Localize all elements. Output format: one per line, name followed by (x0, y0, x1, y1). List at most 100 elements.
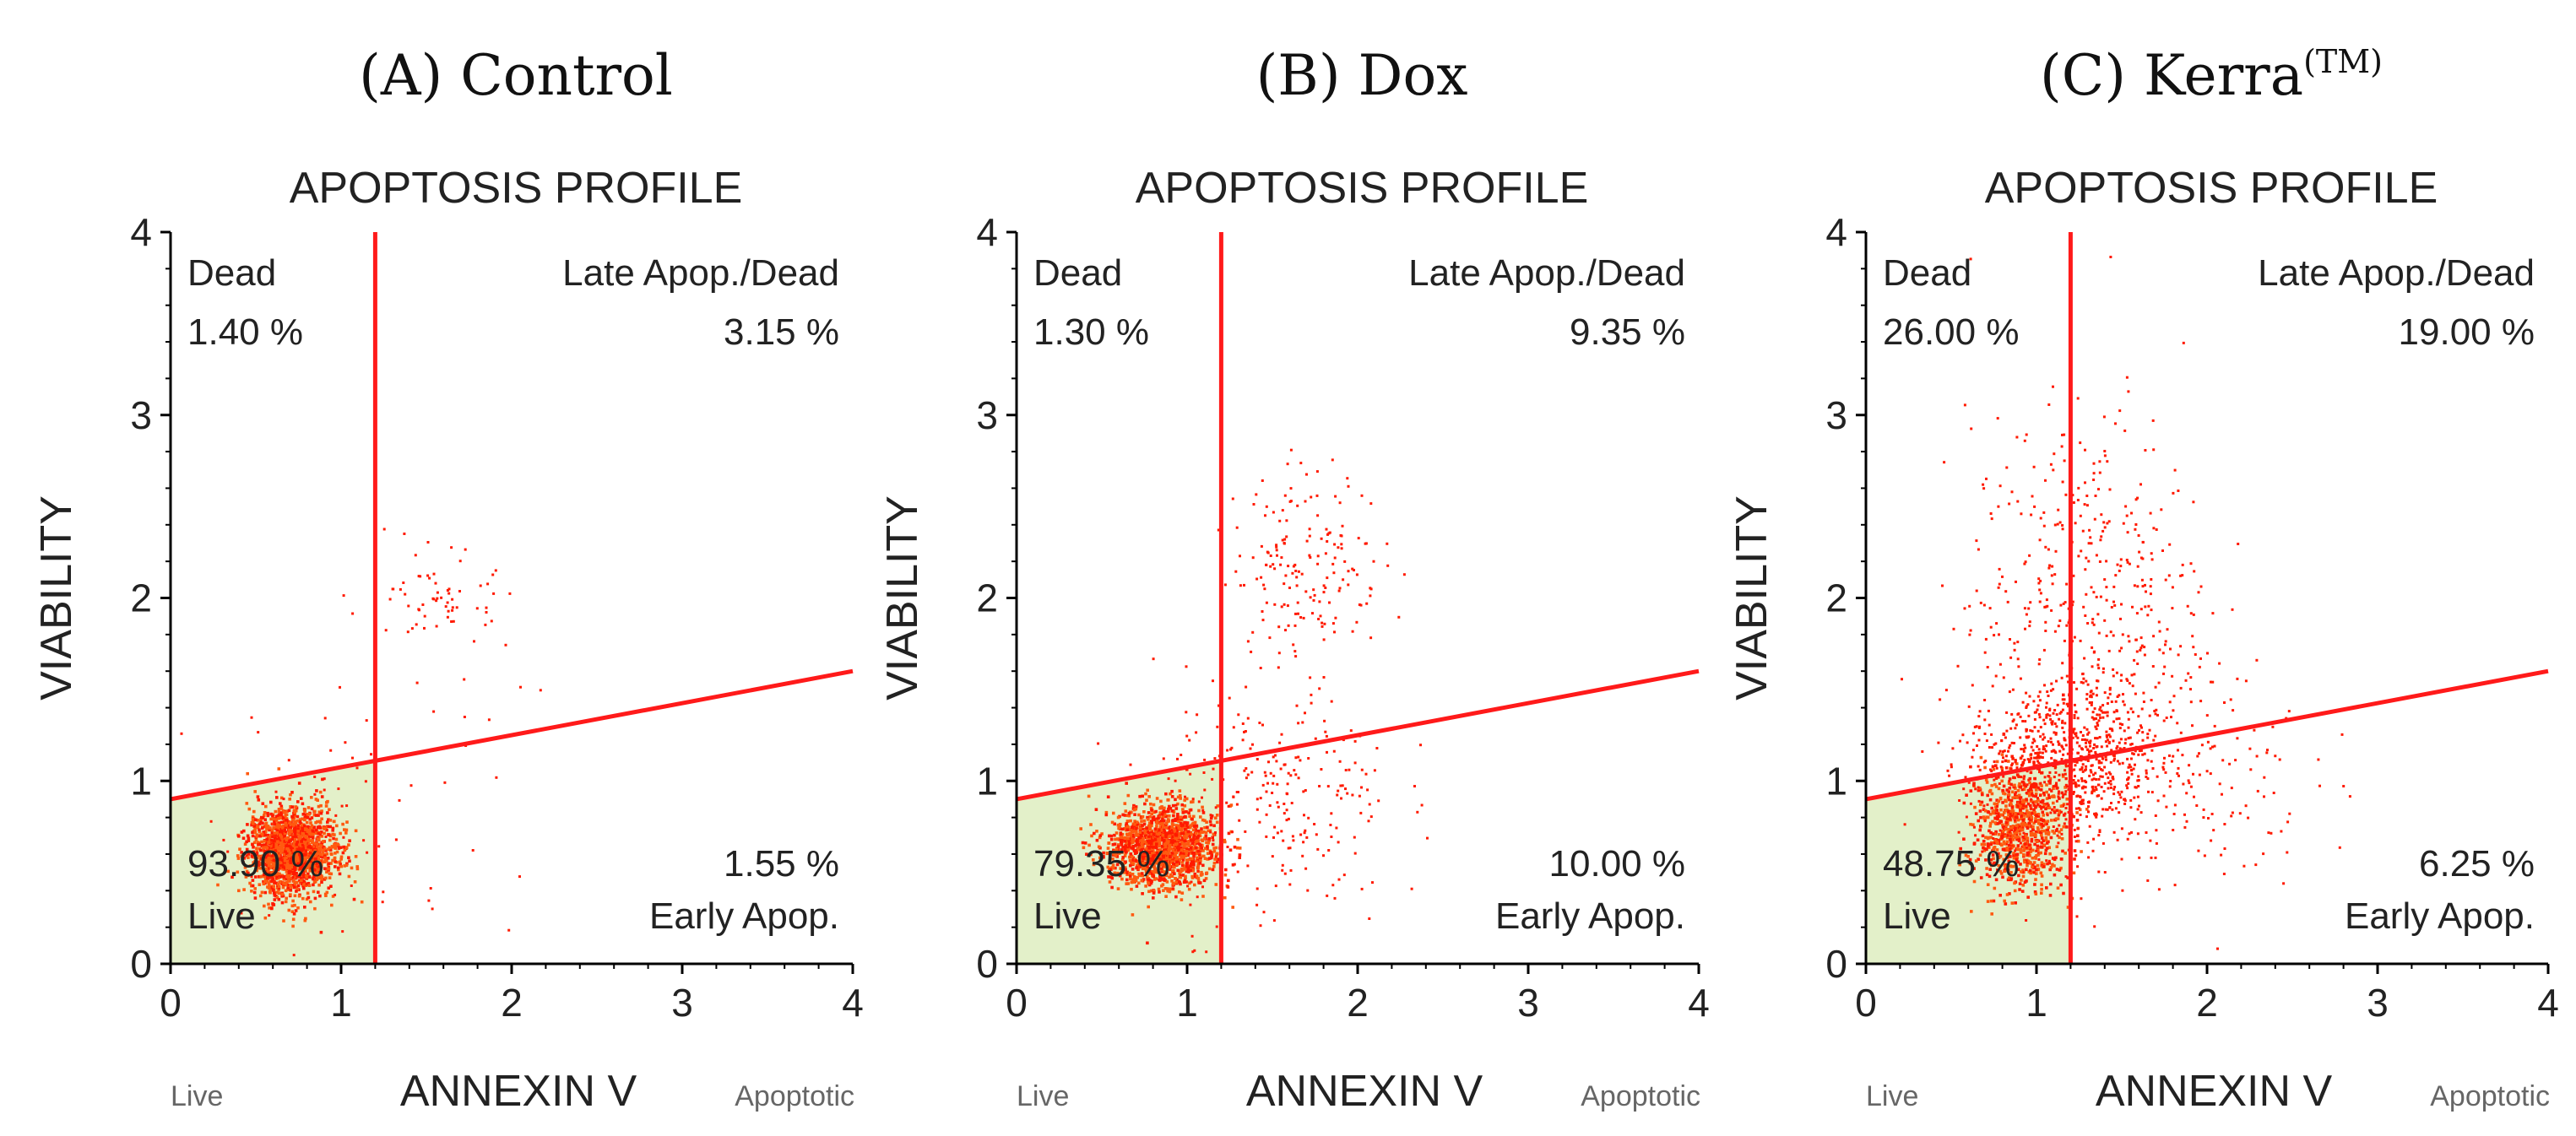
data-point (2049, 689, 2053, 692)
data-point (1972, 879, 1977, 884)
data-point (1215, 852, 1219, 856)
data-point (1081, 841, 1085, 845)
x-tick-label: 0 (160, 981, 182, 1025)
data-point (1139, 838, 1142, 842)
diagonal-gate-line[interactable] (1016, 668, 1700, 802)
data-point (2017, 839, 2021, 842)
data-point (296, 853, 300, 857)
data-point (1197, 800, 1201, 803)
data-point (1199, 874, 1203, 877)
data-point (288, 832, 291, 836)
x-tick-label: 1 (1176, 981, 1198, 1025)
data-point (2016, 829, 2020, 832)
data-point (1982, 846, 1985, 850)
data-point (1364, 772, 1368, 776)
data-point (2134, 763, 2136, 766)
data-point (1307, 816, 1310, 820)
data-point (1233, 845, 1237, 849)
data-point (1170, 809, 1174, 813)
data-point (1991, 820, 1994, 824)
data-point (1215, 814, 1219, 817)
data-point (2040, 833, 2043, 837)
data-point (1332, 571, 1336, 575)
y-axis-label: VIABILITY (878, 495, 927, 701)
data-point (296, 847, 300, 850)
data-point (1264, 514, 1266, 517)
data-point (1154, 856, 1158, 860)
data-point (2035, 800, 2039, 803)
data-point (1185, 862, 1189, 865)
data-point (1416, 810, 1419, 814)
data-point (311, 829, 315, 833)
data-point (1309, 676, 1312, 679)
data-point (1998, 894, 2002, 897)
data-point (316, 837, 320, 841)
data-point (1998, 752, 2001, 755)
data-point (2036, 848, 2040, 852)
data-point (1988, 862, 1992, 865)
data-point (2026, 788, 2031, 792)
data-point (320, 809, 323, 813)
data-point (2034, 878, 2037, 881)
data-point (1163, 828, 1166, 831)
data-point (1134, 833, 1138, 837)
data-point (270, 830, 274, 835)
data-point (312, 853, 315, 857)
data-point (1147, 857, 1150, 861)
data-point (1147, 831, 1151, 835)
diagonal-gate-line[interactable] (170, 668, 854, 802)
data-point (1183, 798, 1186, 802)
data-point (301, 864, 305, 868)
data-point (265, 846, 269, 850)
data-point (1322, 676, 1326, 679)
data-point (2048, 771, 2052, 774)
data-point (1192, 874, 1196, 879)
data-point (1134, 805, 1138, 809)
data-point (1966, 855, 1970, 858)
data-point (285, 819, 289, 822)
data-point (277, 872, 281, 876)
data-point (317, 865, 321, 868)
data-point (250, 890, 253, 893)
data-point (291, 851, 295, 855)
x-axis-label: ANNEXIN V (400, 1067, 637, 1116)
data-point (2009, 877, 2014, 880)
data-point (1168, 814, 1171, 818)
data-point (2162, 719, 2166, 722)
data-point (1214, 816, 1217, 820)
data-point (1309, 596, 1312, 599)
data-point (1209, 856, 1213, 860)
data-point (492, 592, 496, 595)
data-point (2008, 690, 2011, 694)
data-point (1188, 844, 1192, 848)
data-point (1976, 838, 1980, 841)
data-point (2036, 863, 2040, 868)
data-point (285, 856, 288, 860)
data-point (362, 839, 366, 842)
data-point (1239, 554, 1241, 558)
data-point (2075, 760, 2079, 764)
data-point (2089, 744, 2091, 748)
data-point (377, 845, 381, 848)
data-point (318, 820, 322, 824)
data-point (297, 862, 301, 866)
data-point (1158, 879, 1162, 882)
data-point (1265, 835, 1268, 838)
data-point (289, 792, 292, 797)
plot-title: APOPTOSIS PROFILE (1136, 164, 1589, 213)
data-point (1123, 814, 1127, 817)
data-point (1131, 841, 1135, 844)
data-point (1191, 868, 1195, 872)
data-point (1173, 854, 1176, 857)
data-point (2007, 843, 2011, 847)
data-point (2039, 871, 2043, 875)
data-point (2021, 884, 2026, 887)
data-point (507, 928, 511, 932)
data-point (2058, 749, 2062, 753)
data-point (2020, 870, 2023, 874)
data-point (1339, 534, 1342, 537)
data-point (276, 868, 280, 872)
data-point (1174, 851, 1179, 854)
data-point (1162, 889, 1165, 892)
data-point (2056, 886, 2060, 890)
